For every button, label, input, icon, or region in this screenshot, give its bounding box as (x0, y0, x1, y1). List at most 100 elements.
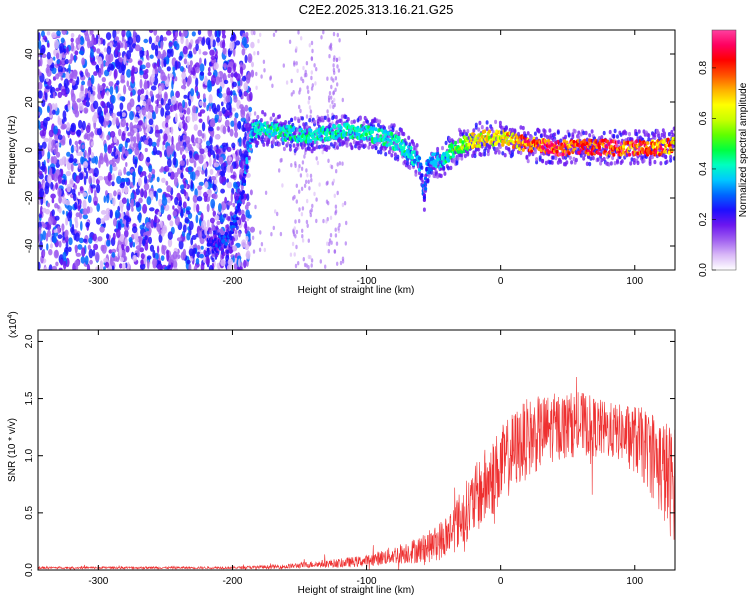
heatmap-cell (71, 79, 76, 86)
heatmap-cell (375, 141, 379, 147)
heatmap-cell (367, 145, 371, 150)
heatmap-cell (307, 238, 310, 243)
heatmap-cell (167, 171, 171, 177)
heatmap-cell (392, 123, 396, 128)
heatmap-cell (322, 218, 325, 224)
heatmap-cell (320, 35, 323, 40)
heatmap-cell (187, 166, 193, 172)
heatmap-cell (104, 261, 110, 268)
heatmap-cell (597, 145, 602, 149)
heatmap-cell (179, 147, 183, 155)
heatmap-cell (178, 55, 183, 61)
heatmap-cell (121, 262, 126, 270)
heatmap-cell (316, 160, 320, 166)
heatmap-cell (641, 155, 645, 160)
heatmap-cell (197, 185, 203, 191)
heatmap-cell (58, 195, 62, 204)
heatmap-cell (498, 144, 502, 149)
heatmap-cell (103, 195, 107, 203)
heatmap-cell (322, 30, 325, 35)
heatmap-cell (57, 174, 62, 184)
heatmap-cell (205, 37, 211, 46)
heatmap-cell (334, 115, 338, 120)
heatmap-cell (226, 264, 231, 270)
heatmap-cell (170, 126, 174, 135)
heatmap-cell (282, 127, 286, 132)
heatmap-cell (192, 194, 198, 203)
heatmap-cell (182, 78, 187, 86)
heatmap-cell (224, 65, 227, 70)
heatmap-cell (446, 158, 451, 163)
spectrogram-heatmap (38, 30, 675, 270)
heatmap-cell (521, 147, 525, 152)
heatmap-cell (212, 193, 218, 200)
heatmap-cell (157, 104, 163, 109)
heatmap-cell (48, 129, 54, 138)
heatmap-cell (301, 116, 304, 121)
heatmap-cell (217, 265, 221, 270)
heatmap-cell (349, 135, 353, 140)
heatmap-cell (473, 144, 477, 149)
heatmap-cell (148, 118, 154, 126)
heatmap-cell (358, 116, 362, 122)
heatmap-cell (90, 48, 94, 58)
heatmap-cell (619, 132, 623, 137)
heatmap-cell (90, 152, 95, 159)
heatmap-cell (227, 216, 231, 221)
heatmap-cell (243, 150, 249, 160)
heatmap-cell (74, 244, 79, 251)
heatmap-cell (197, 129, 203, 137)
heatmap-cell (110, 64, 115, 71)
heatmap-cell (671, 132, 675, 138)
heatmap-cell (158, 85, 162, 95)
heatmap-cell (659, 146, 663, 151)
snr-plot-area (38, 330, 675, 570)
heatmap-cell (427, 170, 431, 174)
heatmap-cell (121, 67, 125, 76)
heatmap-cell (274, 30, 278, 33)
heatmap-cell (56, 59, 60, 65)
heatmap-cell (192, 247, 197, 254)
heatmap-cell (139, 224, 145, 230)
heatmap-cell (498, 120, 502, 126)
heatmap-cell (301, 234, 304, 239)
heatmap-cell (552, 155, 555, 160)
heatmap-cell (140, 253, 145, 260)
heatmap-cell (192, 105, 197, 114)
heatmap-cell (276, 135, 280, 139)
heatmap-cell (309, 128, 313, 133)
heatmap-cell (123, 55, 126, 65)
heatmap-cell (86, 206, 91, 214)
heatmap-cell (152, 190, 157, 197)
heatmap-cell (303, 154, 306, 159)
heatmap-cell (183, 189, 187, 197)
heatmap-cell (111, 173, 115, 181)
heatmap-cell (190, 179, 194, 190)
heatmap-cell (209, 169, 214, 175)
heatmap-cell (230, 90, 233, 97)
heatmap-cell (97, 236, 103, 242)
heatmap-cell (488, 145, 491, 150)
heatmap-cell (42, 197, 46, 204)
heatmap-cell (118, 128, 122, 137)
heatmap-cell (136, 131, 140, 140)
heatmap-cell (445, 150, 449, 155)
heatmap-cell (47, 174, 52, 184)
heatmap-cell (229, 104, 232, 113)
heatmap-cell (140, 88, 145, 95)
heatmap-cell (309, 173, 313, 178)
heatmap-cell (167, 214, 172, 221)
heatmap-cell (144, 51, 147, 56)
heatmap-cell (219, 86, 223, 93)
heatmap-cell (327, 201, 330, 206)
heatmap-cell (368, 141, 372, 146)
heatmap-cell (334, 87, 337, 93)
heatmap-cell (531, 151, 535, 157)
heatmap-cell (216, 104, 221, 112)
heatmap-cell (88, 132, 95, 137)
heatmap-cell (672, 126, 675, 131)
heatmap-cell (344, 241, 347, 246)
heatmap-cell (116, 175, 122, 185)
heatmap-cell (74, 232, 80, 242)
heatmap-cell (333, 97, 336, 103)
